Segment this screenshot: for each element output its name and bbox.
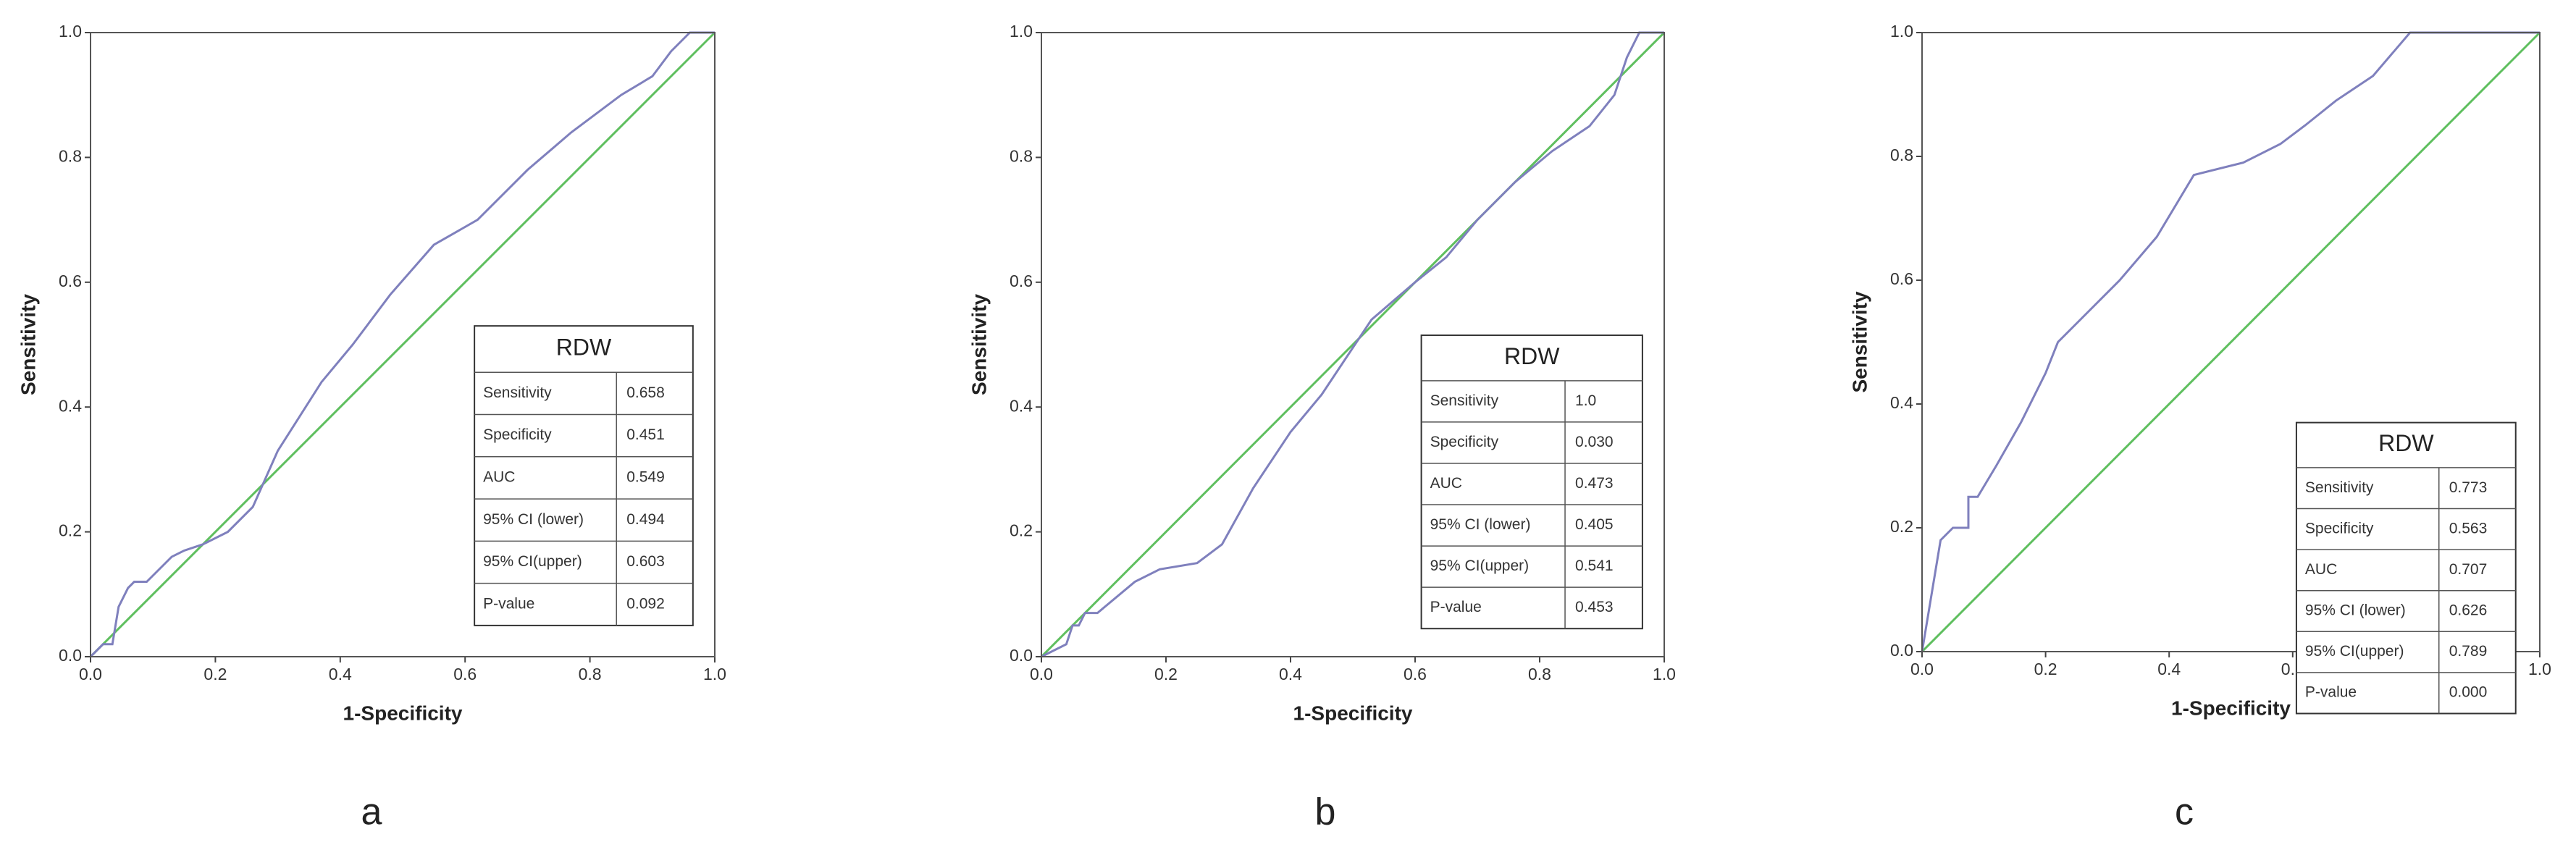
table-cell: Sensitivity — [1430, 392, 1499, 409]
x-tick-label: 0.2 — [204, 665, 227, 683]
table-cell: 95% CI (lower) — [1430, 516, 1531, 533]
y-tick-label: 0.2 — [1010, 521, 1033, 540]
table-title: RDW — [556, 334, 612, 361]
x-tick-label: 0.6 — [453, 665, 477, 683]
y-tick-label: 0.0 — [1010, 646, 1033, 665]
y-tick-label: 1.0 — [1010, 22, 1033, 41]
y-tick-label: 0.0 — [1890, 641, 1913, 660]
table-cell: 1.0 — [1575, 392, 1596, 409]
table-cell: 0.773 — [2449, 479, 2488, 496]
table-cell: 0.092 — [626, 595, 665, 612]
table-cell: Specificity — [2305, 520, 2374, 536]
table-cell: 95% CI (lower) — [2305, 602, 2406, 619]
panel-label: b — [1315, 791, 1336, 833]
y-tick-label: 0.6 — [59, 272, 82, 290]
x-tick-label: 1.0 — [703, 665, 726, 683]
table-cell: 0.451 — [626, 426, 665, 443]
roc-curve — [89, 31, 715, 658]
y-tick-label: 0.4 — [1010, 396, 1033, 415]
table-cell: 0.603 — [626, 553, 665, 570]
stats-table — [2295, 421, 2517, 715]
stats-table — [1420, 334, 1643, 630]
table-cell: 0.453 — [1575, 599, 1614, 615]
y-tick-label: 0.8 — [1890, 146, 1913, 164]
roc-panel: 0.0 0.2 0.4 0.6 0.8 1.0 0.0 0.2 0.4 0.6 0.8 1.0 1-Sp… — [968, 22, 1676, 833]
table-cell: P-value — [1430, 599, 1482, 615]
plot-frame — [1921, 32, 2541, 652]
x-tick-label: 0.0 — [1030, 665, 1053, 683]
reference-line — [1921, 31, 2541, 653]
y-tick-label: 0.4 — [59, 396, 82, 415]
table-cell: 0.563 — [2449, 520, 2488, 536]
table-cell: P-value — [2305, 684, 2357, 701]
x-tick-label: 0.6 — [1404, 665, 1427, 683]
table-cell: 0.030 — [1575, 434, 1614, 450]
y-axis-title: Sensitivity — [17, 294, 39, 395]
y-tick-label: 0.6 — [1890, 269, 1913, 288]
x-tick-label: 0.0 — [79, 665, 102, 683]
table-cell: P-value — [483, 595, 534, 612]
y-tick-label: 1.0 — [59, 22, 82, 41]
table-cell: 0.000 — [2449, 684, 2488, 701]
x-axis-title: 1-Specificity — [343, 702, 463, 724]
x-tick-label: 0.2 — [1154, 665, 1178, 683]
table-cell: AUC — [1430, 475, 1462, 492]
table-cell: Sensitivity — [2305, 479, 2374, 496]
panel-label: a — [361, 791, 382, 833]
x-tick-label: 0.4 — [1279, 665, 1302, 683]
reference-line — [1040, 31, 1666, 658]
table-cell: 0.473 — [1575, 475, 1614, 492]
table-cell: 95% CI(upper) — [483, 553, 582, 570]
plot-frame — [90, 32, 716, 657]
x-tick-label: 1.0 — [2528, 660, 2551, 678]
reference-line — [89, 31, 716, 658]
y-tick-label: 0.6 — [1010, 272, 1033, 290]
roc-curve — [1921, 31, 2540, 652]
table-cell: 95% CI(upper) — [2305, 643, 2404, 660]
x-tick-label: 0.0 — [1910, 660, 1934, 678]
y-tick-label: 0.8 — [59, 146, 82, 165]
x-axis-title: 1-Specificity — [1293, 702, 1413, 724]
table-cell: 0.626 — [2449, 602, 2488, 619]
y-tick-label: 0.2 — [1890, 517, 1913, 536]
plot-frame — [1041, 32, 1665, 657]
y-tick-label: 0.2 — [59, 521, 82, 540]
x-tick-label: 0.8 — [579, 665, 602, 683]
table-cell: Sensitivity — [483, 384, 552, 401]
x-tick-label: 0.8 — [1528, 665, 1551, 683]
table-cell: 0.789 — [2449, 643, 2488, 660]
x-tick-label: 1.0 — [1653, 665, 1676, 683]
x-tick-label: 0.2 — [2034, 660, 2057, 678]
table-cell: 95% CI(upper) — [1430, 557, 1530, 574]
table-cell: 0.405 — [1575, 516, 1614, 533]
roc-curve — [1041, 31, 1664, 658]
x-tick-label: 0.4 — [329, 665, 352, 683]
table-title: RDW — [2378, 430, 2434, 456]
table-cell: 95% CI (lower) — [483, 511, 584, 528]
table-cell: Specificity — [1430, 434, 1499, 450]
table-cell: Specificity — [483, 426, 552, 443]
y-tick-label: 1.0 — [1890, 22, 1913, 41]
stats-table — [474, 325, 694, 626]
y-tick-label: 0.4 — [1890, 393, 1913, 412]
table-cell: 0.707 — [2449, 561, 2488, 578]
table-cell: AUC — [483, 468, 515, 485]
table-cell: 0.541 — [1575, 557, 1614, 574]
y-tick-label: 0.0 — [59, 646, 82, 665]
table-cell: 0.494 — [626, 511, 665, 528]
table-cell: 0.658 — [626, 384, 665, 401]
x-tick-label: 0.4 — [2157, 660, 2181, 678]
roc-panel: 0.00.20.40.60.81.00.00.20.40.60.81.01-Sp… — [1848, 22, 2551, 833]
x-axis-title: 1-Specificity — [2171, 697, 2291, 719]
roc-panel: 0.0 0.2 0.4 0.6 0.8 1.0 0.0 0.2 0.4 0.6 0.8 1.0 1-Sp… — [17, 22, 726, 833]
table-title: RDW — [1504, 343, 1560, 369]
y-tick-label: 0.8 — [1010, 146, 1033, 165]
y-axis-title: Sensitivity — [1848, 291, 1871, 392]
table-cell: AUC — [2305, 561, 2337, 578]
panel-label: c — [2175, 791, 2194, 833]
y-axis-title: Sensitivity — [968, 294, 990, 395]
table-cell: 0.549 — [626, 468, 665, 485]
